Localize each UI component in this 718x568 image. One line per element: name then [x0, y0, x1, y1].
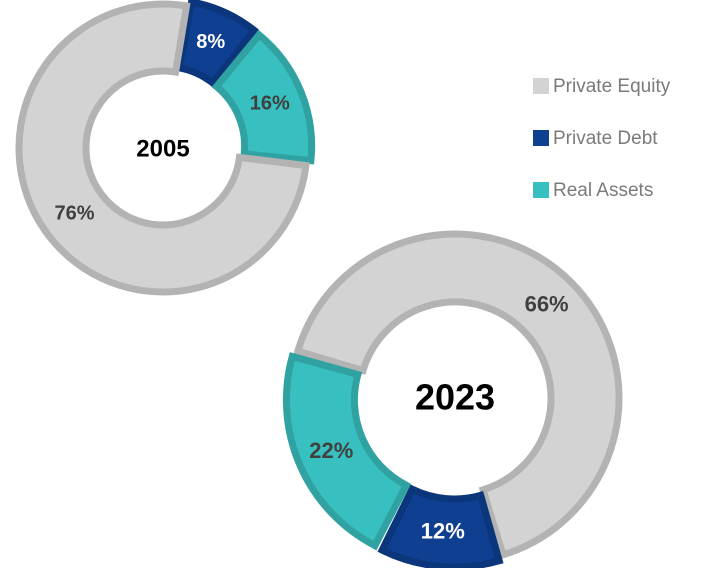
legend-swatch: [533, 78, 549, 94]
data-label: 66%: [525, 292, 569, 317]
data-label: 8%: [196, 31, 225, 53]
donut-slice: [293, 230, 623, 560]
donut-center-title: 2005: [136, 135, 189, 162]
legend-label: Real Assets: [553, 180, 653, 201]
data-label: 76%: [55, 202, 95, 224]
donut-slice: [15, 0, 310, 296]
legend-swatch: [533, 182, 549, 198]
donut-slice: [175, 0, 260, 88]
data-label: 16%: [250, 92, 290, 114]
data-label: 22%: [309, 438, 353, 463]
data-label: 12%: [421, 518, 465, 543]
legend-swatch: [533, 130, 549, 146]
donut-slice: [377, 484, 504, 568]
legend-label: Private Equity: [553, 76, 671, 97]
legend-label: Private Debt: [553, 128, 658, 149]
donut-slice: [282, 352, 411, 551]
donut-center-title: 2023: [415, 377, 495, 418]
donut-slice: [211, 29, 316, 165]
